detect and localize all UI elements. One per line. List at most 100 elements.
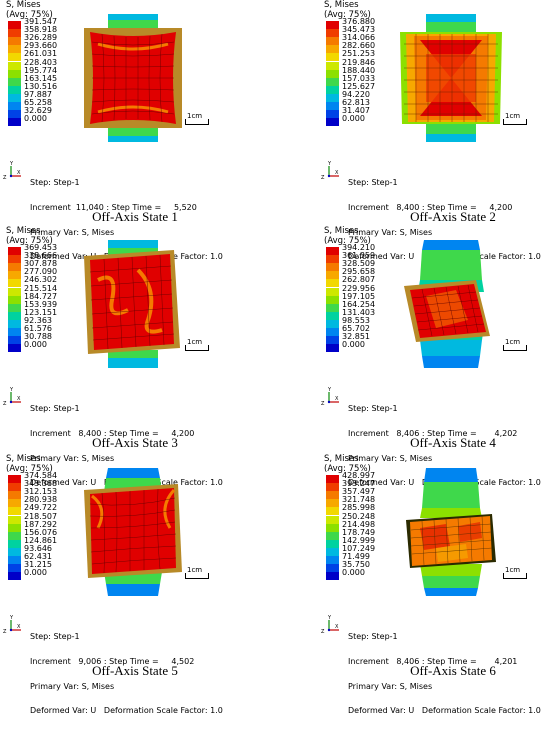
- legend-value: 361.359: [342, 251, 376, 261]
- scale-bar: 1cm: [503, 113, 527, 127]
- legend-swatch: [8, 77, 21, 86]
- legend-value: 295.658: [342, 267, 376, 277]
- legend-swatch: [8, 539, 21, 548]
- specimen-contour: [84, 14, 182, 142]
- svg-text:Y: Y: [327, 615, 332, 621]
- legend-value: 142.999: [342, 535, 376, 545]
- legend-swatch: [8, 475, 21, 484]
- svg-text:Y: Y: [9, 161, 14, 167]
- legend-value: 357.497: [342, 487, 376, 497]
- legend-value: 328.509: [342, 259, 376, 269]
- legend-value: 285.998: [342, 503, 376, 513]
- legend-value: 261.031: [24, 49, 58, 59]
- legend-value: 0.000: [24, 114, 47, 124]
- legend-swatch: [326, 255, 339, 264]
- legend-value: 93.646: [24, 543, 52, 553]
- legend-swatch: [8, 491, 21, 500]
- axis-triad: Y X Z: [321, 615, 339, 635]
- legend-value: 195.774: [24, 65, 58, 75]
- specimen-contour: [84, 468, 182, 596]
- legend-swatch: [8, 328, 21, 337]
- legend-swatch: [326, 247, 339, 256]
- legend-swatch: [326, 483, 339, 492]
- legend-value: 251.253: [342, 49, 376, 59]
- specimen-contour: [84, 240, 180, 368]
- legend-value: 219.846: [342, 57, 376, 67]
- legend-value: 228.403: [24, 57, 58, 67]
- specimen-contour: [404, 240, 490, 368]
- legend-value: 393.247: [342, 479, 376, 489]
- svg-text:X: X: [335, 170, 339, 176]
- axis-triad: Y X Z: [3, 615, 21, 635]
- legend-swatch: [326, 507, 339, 516]
- legend-swatch: [326, 547, 339, 556]
- legend-value: 98.553: [342, 315, 370, 325]
- legend-swatch: [326, 21, 339, 30]
- panel-state-5: S, Mises (Avg: 75%) 374.584 343.368 312.153…: [0, 454, 270, 715]
- scale-bar: 1cm: [503, 567, 527, 581]
- legend-swatch: [8, 263, 21, 272]
- legend-swatch: [326, 77, 339, 86]
- legend-value: 31.407: [342, 106, 370, 116]
- caption: Off-Axis State 4: [410, 435, 496, 450]
- legend-swatch: [326, 523, 339, 532]
- legend-swatch: [326, 69, 339, 78]
- legend-value: 32.629: [24, 106, 52, 116]
- legend-swatch: [8, 271, 21, 280]
- legend-swatch: [8, 515, 21, 524]
- legend-swatch: [326, 271, 339, 280]
- legend-swatch: [8, 279, 21, 288]
- legend-swatch: [8, 45, 21, 54]
- legend-value: 0.000: [24, 568, 47, 578]
- legend-swatch: [326, 110, 339, 119]
- legend-value: 0.000: [342, 114, 365, 124]
- axis-triad: Y X Z: [3, 387, 21, 407]
- legend-value: 214.498: [342, 519, 376, 529]
- legend-value: 0.000: [342, 568, 365, 578]
- legend-swatch: [326, 45, 339, 54]
- legend-swatch: [8, 295, 21, 304]
- svg-text:X: X: [335, 396, 339, 402]
- svg-text:X: X: [17, 624, 21, 630]
- legend-value: 125.627: [342, 81, 376, 91]
- legend-swatch: [326, 303, 339, 312]
- legend-swatch: [8, 556, 21, 565]
- legend-value: 314.066: [342, 33, 376, 43]
- scale-bar: 1cm: [185, 113, 209, 127]
- legend-swatch: [326, 279, 339, 288]
- legend-value: 0.000: [342, 340, 365, 350]
- legend-value: 30.788: [24, 332, 52, 342]
- svg-text:Z: Z: [321, 175, 325, 181]
- svg-text:Y: Y: [327, 161, 332, 167]
- legend-swatch: [326, 295, 339, 304]
- svg-text:Z: Z: [3, 401, 7, 407]
- legend-swatch: [8, 93, 21, 102]
- specimen-contour: [400, 14, 502, 142]
- legend-swatch: [8, 319, 21, 328]
- legend-swatch: [326, 515, 339, 524]
- legend-value: 369.453: [24, 243, 58, 252]
- caption: Off-Axis State 3: [92, 435, 178, 450]
- svg-text:Z: Z: [3, 175, 7, 181]
- legend-value: 374.584: [24, 471, 58, 480]
- legend-value: 35.750: [342, 560, 370, 570]
- legend-swatch: [326, 85, 339, 94]
- svg-text:Y: Y: [9, 387, 14, 393]
- legend-swatch: [326, 556, 339, 565]
- legend-value: 124.861: [24, 535, 58, 545]
- legend-swatch: [8, 483, 21, 492]
- legend-swatch: [326, 311, 339, 320]
- legend-value: 71.499: [342, 552, 370, 561]
- svg-text:Z: Z: [321, 401, 325, 407]
- legend-swatch: [8, 53, 21, 62]
- legend-value: 31.215: [24, 560, 52, 570]
- legend-value: 130.516: [24, 81, 58, 91]
- scale-bar: 1cm: [185, 567, 209, 581]
- legend-value: 338.666: [24, 251, 58, 261]
- legend-value: 61.576: [24, 324, 52, 333]
- legend-swatch: [326, 102, 339, 111]
- specimen-contour: [406, 468, 496, 596]
- legend-value: 188.440: [342, 65, 376, 75]
- legend-value: 163.145: [24, 73, 58, 83]
- svg-text:Y: Y: [327, 387, 332, 393]
